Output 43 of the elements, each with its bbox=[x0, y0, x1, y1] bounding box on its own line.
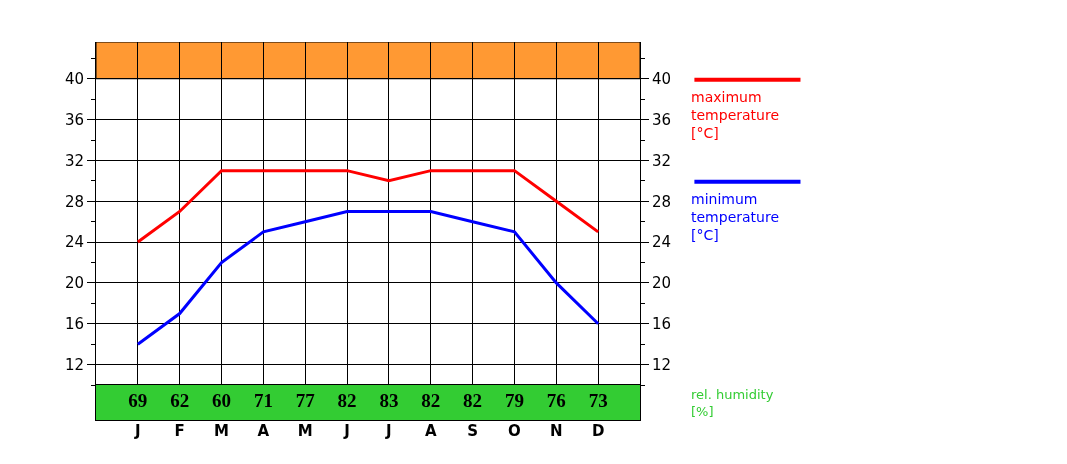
y2-tick-label: 36 bbox=[652, 110, 672, 129]
x-tick-label: O bbox=[508, 422, 521, 440]
data-label: 82 bbox=[463, 390, 483, 412]
y2-tick-label: 32 bbox=[652, 151, 672, 170]
data-label: 83 bbox=[379, 390, 399, 412]
y-tick-label: 40 bbox=[64, 70, 84, 88]
y-tick-label: 16 bbox=[64, 315, 84, 333]
y2-tick-label: 28 bbox=[652, 192, 672, 211]
y-tick-label: 32 bbox=[64, 151, 84, 170]
x-tick-label: N bbox=[550, 422, 563, 440]
data-label: 71 bbox=[253, 390, 273, 412]
text: rel. humidity [%] bbox=[691, 387, 774, 419]
data-label: 77 bbox=[295, 390, 316, 412]
x-tick-label: M bbox=[214, 422, 230, 440]
data-label: 82 bbox=[421, 390, 441, 412]
x-tick-label: A bbox=[424, 422, 437, 440]
y2-tick-label: 20 bbox=[652, 274, 672, 293]
data-label: 76 bbox=[546, 390, 566, 412]
x-tick-label: J bbox=[134, 422, 141, 440]
x-tick-label: S bbox=[467, 422, 479, 440]
y-tick-label: 12 bbox=[64, 355, 84, 374]
y2-tick-label: 24 bbox=[652, 233, 672, 252]
y-tick-label: 28 bbox=[64, 192, 84, 211]
y-tick-label: 36 bbox=[64, 110, 84, 129]
text: minimum temperature [°C] bbox=[691, 191, 779, 244]
y2-tick-label: 40 bbox=[652, 70, 672, 88]
data-label: 62 bbox=[170, 390, 190, 412]
y-tick-label: 20 bbox=[64, 274, 84, 293]
text: maximum temperature [°C] bbox=[691, 89, 779, 142]
data-label: 73 bbox=[588, 390, 608, 412]
y2-tick-label: 16 bbox=[652, 315, 672, 333]
data-label: 60 bbox=[212, 390, 232, 412]
y2-tick-label: 12 bbox=[652, 355, 672, 374]
data-label: 79 bbox=[504, 390, 524, 412]
y-tick-label: 24 bbox=[64, 233, 84, 252]
data-label: 69 bbox=[128, 390, 148, 412]
x-tick-label: A bbox=[257, 422, 270, 440]
x-tick-label: J bbox=[343, 422, 350, 440]
x-tick-label: F bbox=[174, 422, 185, 440]
x-tick-label: M bbox=[297, 422, 313, 440]
x-tick-label: D bbox=[591, 422, 605, 440]
x-tick-label: J bbox=[385, 422, 392, 440]
data-label: 82 bbox=[337, 390, 357, 412]
